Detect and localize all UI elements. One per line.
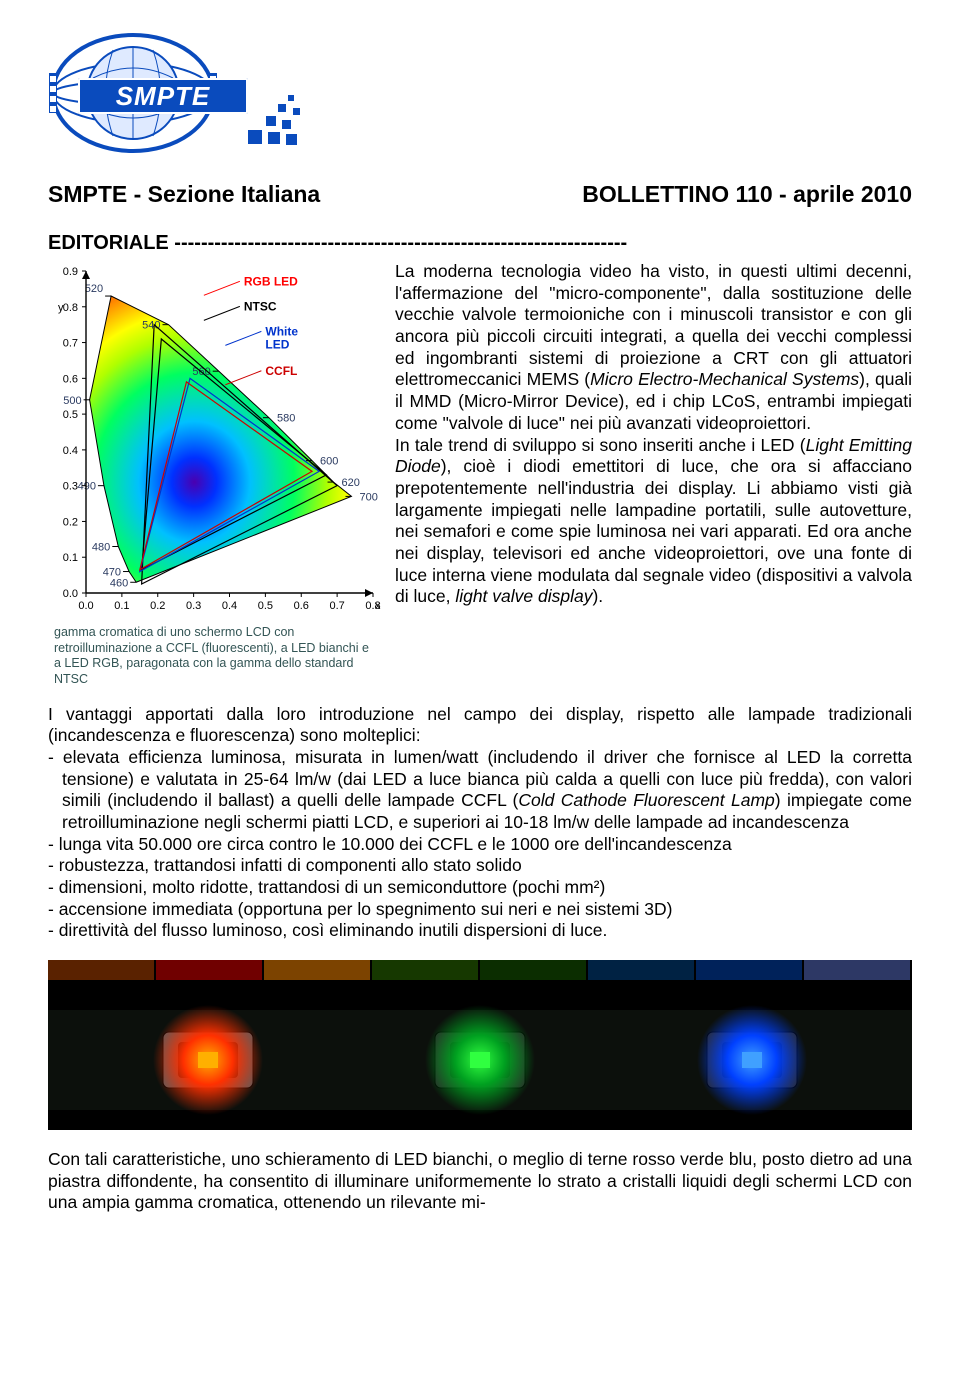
closing-paragraph: Con tali caratteristiche, uno schieramen… xyxy=(48,1149,912,1214)
svg-text:0.1: 0.1 xyxy=(63,552,78,564)
svg-text:0.3: 0.3 xyxy=(186,600,201,612)
advantages-block: I vantaggi apportati dalla loro introduz… xyxy=(48,704,912,943)
svg-text:470: 470 xyxy=(103,567,121,579)
svg-text:0.8: 0.8 xyxy=(63,302,78,314)
svg-text:White: White xyxy=(265,324,298,338)
svg-text:460: 460 xyxy=(110,577,128,589)
editorial-heading: EDITORIALE -----------------------------… xyxy=(48,232,912,255)
header-left: SMPTE - Sezione Italiana xyxy=(48,181,320,208)
svg-text:0.0: 0.0 xyxy=(63,588,78,600)
logo-text: SMPTE xyxy=(78,78,248,114)
svg-text:500: 500 xyxy=(63,395,81,407)
svg-text:700: 700 xyxy=(359,491,377,503)
advantage-item: accensione immediata (opportuna per lo s… xyxy=(48,899,912,921)
svg-text:0.2: 0.2 xyxy=(150,600,165,612)
svg-text:0.1: 0.1 xyxy=(114,600,129,612)
led-photo xyxy=(48,960,912,1135)
svg-text:490: 490 xyxy=(78,481,96,493)
svg-text:LED: LED xyxy=(265,337,289,351)
svg-text:0.9: 0.9 xyxy=(63,266,78,278)
svg-text:580: 580 xyxy=(277,413,295,425)
svg-text:0.6: 0.6 xyxy=(63,373,78,385)
svg-text:0.6: 0.6 xyxy=(294,600,309,612)
chromaticity-chart: 460470480490500520540560580600620700RGB … xyxy=(48,261,383,688)
svg-text:520: 520 xyxy=(85,283,103,295)
svg-text:540: 540 xyxy=(142,320,160,332)
advantages-list: elevata efficienza luminosa, misurata in… xyxy=(48,747,912,942)
advantage-item: dimensioni, molto ridotte, trattandosi d… xyxy=(48,877,912,899)
svg-text:0.3: 0.3 xyxy=(63,481,78,493)
svg-text:0.5: 0.5 xyxy=(258,600,273,612)
header-right: BOLLETTINO 110 - aprile 2010 xyxy=(582,181,912,208)
para2-b: ), cioè i diodi emettitori di luce, che … xyxy=(395,456,912,606)
para2-it2: light valve display xyxy=(455,586,592,606)
para2-a: In tale trend di sviluppo si sono inseri… xyxy=(395,435,806,455)
svg-text:0.5: 0.5 xyxy=(63,409,78,421)
svg-text:CCFL: CCFL xyxy=(265,364,297,378)
svg-text:0.4: 0.4 xyxy=(222,600,237,612)
svg-text:0.2: 0.2 xyxy=(63,516,78,528)
header-row: SMPTE - Sezione Italiana BOLLETTINO 110 … xyxy=(48,181,912,208)
svg-text:x: x xyxy=(375,600,381,612)
para2-c: ). xyxy=(592,586,603,606)
para1-it1: Micro Electro-Mechanical Systems xyxy=(590,369,859,389)
svg-text:0.4: 0.4 xyxy=(63,445,78,457)
editorial-paragraphs: La moderna tecnologia video ha visto, in… xyxy=(395,261,912,688)
smpte-logo: SMPTE xyxy=(48,28,308,158)
svg-text:RGB LED: RGB LED xyxy=(244,274,298,288)
logo-pixel-corner xyxy=(238,90,308,150)
svg-text:0.7: 0.7 xyxy=(329,600,344,612)
advantage-item: lunga vita 50.000 ore circa contro le 10… xyxy=(48,834,912,856)
svg-text:620: 620 xyxy=(342,477,360,489)
led-photo-svg xyxy=(48,960,912,1130)
advantages-intro: I vantaggi apportati dalla loro introduz… xyxy=(48,704,912,747)
chart-svg: 460470480490500520540560580600620700RGB … xyxy=(48,261,383,621)
advantage-item: direttività del flusso luminoso, così el… xyxy=(48,920,912,942)
advantage-item: elevata efficienza luminosa, misurata in… xyxy=(48,747,912,834)
svg-text:480: 480 xyxy=(92,541,110,553)
svg-text:0.0: 0.0 xyxy=(78,600,93,612)
svg-text:NTSC: NTSC xyxy=(244,299,277,313)
logo-area: SMPTE xyxy=(48,28,912,163)
advantage-item: robustezza, trattandosi infatti di compo… xyxy=(48,855,912,877)
chart-caption: gamma cromatica di uno schermo LCD con r… xyxy=(48,621,383,688)
svg-text:y: y xyxy=(58,302,64,314)
svg-text:600: 600 xyxy=(320,456,338,468)
svg-text:0.7: 0.7 xyxy=(63,338,78,350)
